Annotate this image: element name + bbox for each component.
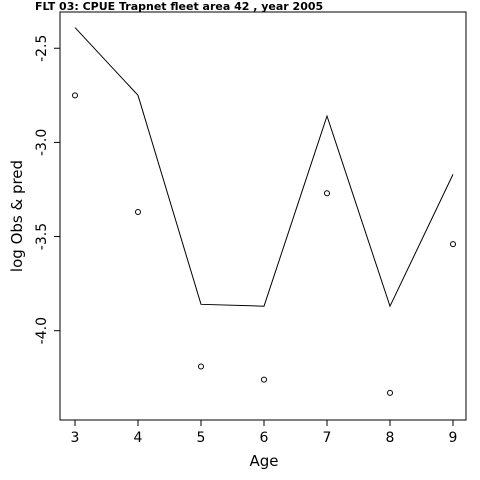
x-tick-label: 8	[386, 430, 395, 446]
x-tick-label: 4	[134, 430, 143, 446]
observed-point	[72, 92, 78, 99]
series-layer	[72, 27, 456, 396]
x-tick-label: 7	[323, 430, 332, 446]
x-tick-label: 3	[71, 430, 80, 446]
predicted-line	[74, 27, 454, 308]
chart-title: FLT 03: CPUE Trapnet fleet area 42 , yea…	[35, 0, 323, 13]
plot-frame	[59, 11, 467, 421]
y-axis-label: log Obs & pred	[8, 160, 26, 272]
observed-point	[261, 376, 267, 383]
y-tick-label: -3.0	[34, 129, 50, 156]
observed-point	[450, 241, 456, 248]
observed-point	[324, 190, 330, 197]
x-tick-label: 9	[449, 430, 458, 446]
x-tick-label: 5	[197, 430, 206, 446]
y-tick-label: -2.5	[34, 35, 50, 62]
x-axis-label: Age	[249, 452, 278, 470]
observed-point	[135, 209, 141, 216]
observed-point	[198, 363, 204, 370]
observed-point	[387, 389, 393, 396]
y-tick-label: -4.0	[34, 317, 50, 344]
x-tick-label: 6	[260, 430, 269, 446]
axes: 3 4 5 6 7 8 9 -4.0 -3.5 -3.0 -2.5	[34, 35, 457, 446]
y-tick-label: -3.5	[34, 223, 50, 250]
